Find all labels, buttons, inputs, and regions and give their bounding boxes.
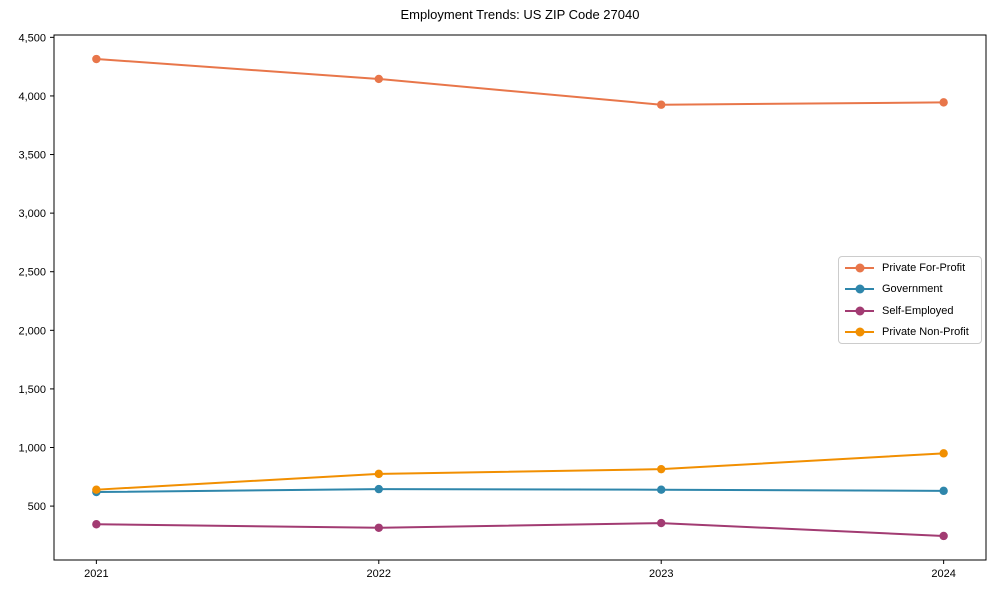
y-tick-label: 2,000 <box>18 325 46 337</box>
y-tick-label: 3,000 <box>18 208 46 220</box>
marker-private-for-profit <box>92 54 101 64</box>
marker-private-for-profit <box>374 74 383 84</box>
legend-label-government: Government <box>882 283 943 296</box>
legend-marker-dot <box>855 306 864 316</box>
marker-self-employed <box>939 531 948 541</box>
marker-self-employed <box>92 520 101 529</box>
y-tick-label: 500 <box>28 501 46 513</box>
marker-self-employed <box>374 523 383 532</box>
legend-label-private-non-profit: Private Non-Profit <box>882 326 969 339</box>
marker-private-non-profit <box>92 485 101 494</box>
y-tick-label: 1,000 <box>18 443 46 455</box>
chart-title: Employment Trends: US ZIP Code 27040 <box>400 7 640 22</box>
x-tick-label: 2024 <box>931 568 955 580</box>
legend-entry-government: Government <box>839 279 981 301</box>
y-tick-label: 1,500 <box>18 384 46 396</box>
legend-marker-dot <box>855 263 864 273</box>
marker-government <box>657 485 666 494</box>
marker-private-non-profit <box>657 464 666 474</box>
legend-marker-dot <box>855 284 864 294</box>
legend-entry-private-non-profit: Private Non-Profit <box>839 322 981 344</box>
y-tick-label: 2,500 <box>18 267 46 279</box>
x-tick-label: 2023 <box>649 568 673 580</box>
marker-private-for-profit <box>657 100 666 109</box>
chart-legend: Private For-Profit Government Self-Employe… <box>838 256 982 344</box>
y-tick-label: 4,500 <box>18 32 46 44</box>
legend-label-self-employed: Self-Employed <box>882 304 954 317</box>
line-series-self-employed <box>96 522 944 537</box>
legend-swatch-government <box>845 284 874 294</box>
legend-marker-dot <box>855 327 864 337</box>
legend-swatch-self-employed <box>845 306 874 316</box>
marker-private-non-profit <box>939 449 948 458</box>
y-tick-label: 3,500 <box>18 150 46 162</box>
line-series-government <box>96 488 944 494</box>
marker-self-employed <box>657 518 666 528</box>
marker-private-non-profit <box>374 469 383 479</box>
legend-swatch-private-non-profit <box>845 327 874 337</box>
marker-government <box>374 484 383 494</box>
marker-government <box>939 486 948 496</box>
legend-entry-private-for-profit: Private For-Profit <box>839 257 981 279</box>
legend-entry-self-employed: Self-Employed <box>839 300 981 322</box>
x-tick-label: 2022 <box>367 568 391 580</box>
line-series-private-non-profit <box>96 452 944 491</box>
plot-frame <box>53 34 987 561</box>
legend-label-private-for-profit: Private For-Profit <box>882 261 966 274</box>
line-series-private-for-profit <box>96 58 944 106</box>
marker-private-for-profit <box>939 98 948 107</box>
legend-swatch-private-for-profit <box>845 263 874 273</box>
y-tick-label: 4,000 <box>18 91 46 103</box>
x-tick-label: 2021 <box>84 568 108 580</box>
